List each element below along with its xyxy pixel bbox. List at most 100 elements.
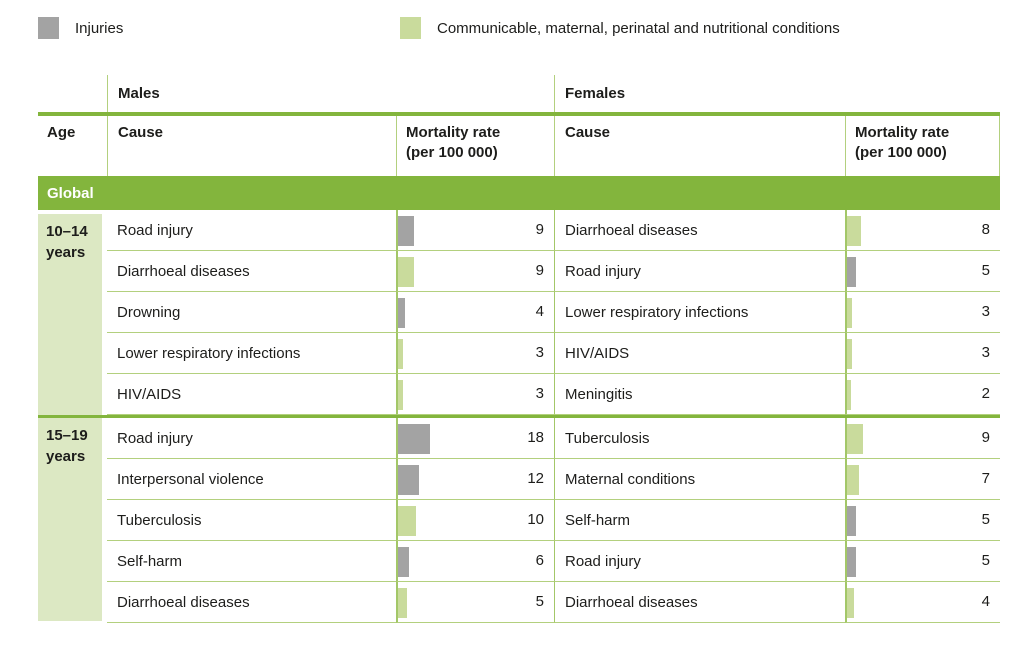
male-rate-bar (398, 339, 404, 369)
female-rate-cell: 7 (845, 459, 1000, 500)
male-rate-cell: 18 (396, 418, 554, 459)
male-cause-label: Diarrhoeal diseases (117, 593, 250, 611)
female-rate-value: 5 (981, 552, 990, 569)
male-rate-bar (398, 216, 414, 246)
male-rate-bar (398, 257, 414, 287)
female-rate-value: 9 (981, 429, 990, 446)
female-cause-label: Meningitis (565, 385, 633, 403)
female-rate-value: 3 (981, 344, 990, 361)
female-cause-cell: HIV/AIDS (554, 333, 845, 374)
female-cause-label: Self-harm (565, 511, 631, 529)
male-cause-cell: Diarrhoeal diseases (107, 582, 396, 623)
age-label: 15–19 years (38, 418, 102, 621)
region-band: Global (38, 176, 1000, 210)
female-cause-cell: Meningitis (554, 374, 845, 415)
male-rate-cell: 5 (396, 582, 554, 623)
female-rate-cell: 3 (845, 292, 1000, 333)
legend-label: Injuries (75, 19, 124, 37)
male-rate-value: 5 (535, 593, 544, 610)
male-cause-cell: Self-harm (107, 541, 396, 582)
male-cause-label: Lower respiratory infections (117, 344, 301, 362)
female-rate-cell: 5 (845, 541, 1000, 582)
male-cause-cell: Lower respiratory infections (107, 333, 396, 374)
male-rate-value: 6 (535, 552, 544, 569)
female-rate-column-header: Mortality rate (per 100 000) (845, 116, 1000, 176)
rate-header-line1: Mortality rate (855, 124, 950, 141)
legend: Injuries Communicable, maternal, perinat… (38, 17, 1000, 39)
age-group-separator (38, 415, 1000, 418)
female-cause-cell: Diarrhoeal diseases (554, 210, 845, 251)
male-rate-cell: 3 (396, 333, 554, 374)
male-rate-value: 9 (535, 262, 544, 279)
female-cause-label: Road injury (565, 262, 641, 280)
male-rate-value: 3 (535, 344, 544, 361)
male-rate-bar (398, 465, 419, 495)
male-rate-value: 12 (527, 470, 544, 487)
male-rate-bar (398, 298, 405, 328)
age-group: 10–14 years Road injury 9 Diarrhoeal dis… (38, 210, 1000, 415)
male-rate-cell: 4 (396, 292, 554, 333)
female-rate-bar (847, 588, 854, 618)
male-rate-column-header: Mortality rate (per 100 000) (396, 116, 554, 176)
male-cause-label: Road injury (117, 429, 193, 447)
male-cause-cell: Tuberculosis (107, 500, 396, 541)
age-cell: 10–14 years (38, 210, 107, 415)
females-header: Females (554, 75, 1000, 112)
female-cause-cell: Road injury (554, 251, 845, 292)
rate-header-line1: Mortality rate (406, 124, 501, 141)
female-rate-bar (847, 216, 861, 246)
female-cause-cell: Diarrhoeal diseases (554, 582, 845, 623)
male-rate-value: 4 (535, 303, 544, 320)
female-rate-value: 3 (981, 303, 990, 320)
male-rate-bar (398, 506, 416, 536)
male-rate-bar (398, 380, 404, 410)
male-rate-bar (398, 588, 407, 618)
female-rate-bar (847, 506, 856, 536)
female-cause-column-header: Cause (554, 116, 845, 176)
female-cause-label: Diarrhoeal diseases (565, 593, 698, 611)
male-cause-label: HIV/AIDS (117, 385, 182, 403)
female-rate-cell: 9 (845, 418, 1000, 459)
female-rate-bar (847, 424, 863, 454)
mortality-table: Males Females Age Cause Mortality rate (… (38, 75, 1000, 623)
legend-item-communicable: Communicable, maternal, perinatal and nu… (400, 17, 840, 39)
female-rate-value: 5 (981, 511, 990, 528)
male-cause-label: Drowning (117, 303, 181, 321)
female-rate-value: 8 (981, 221, 990, 238)
female-cause-label: Road injury (565, 552, 641, 570)
female-cause-label: Diarrhoeal diseases (565, 221, 698, 239)
male-cause-cell: Drowning (107, 292, 396, 333)
female-rate-value: 5 (981, 262, 990, 279)
female-cause-label: Tuberculosis (565, 429, 650, 447)
male-cause-label: Road injury (117, 221, 193, 239)
male-rate-value: 18 (527, 429, 544, 446)
age-group: 15–19 years Road injury 18 Tuberculosis … (38, 418, 1000, 623)
sex-header-row: Males Females (38, 75, 1000, 112)
female-cause-label: Maternal conditions (565, 470, 696, 488)
female-rate-bar (847, 380, 851, 410)
age-groups: 10–14 years Road injury 9 Diarrhoeal dis… (38, 210, 1000, 623)
female-cause-cell: Self-harm (554, 500, 845, 541)
rate-header-line2: (per 100 000) (406, 143, 498, 161)
communicable-swatch-icon (400, 17, 421, 39)
female-rate-cell: 2 (845, 374, 1000, 415)
male-rate-bar (398, 424, 430, 454)
age-label: 10–14 years (38, 214, 102, 415)
age-column-header: Age (47, 124, 76, 141)
male-rate-cell: 9 (396, 210, 554, 251)
male-rate-value: 3 (535, 385, 544, 402)
female-cause-cell: Tuberculosis (554, 418, 845, 459)
injuries-swatch-icon (38, 17, 59, 39)
male-rate-cell: 12 (396, 459, 554, 500)
male-cause-cell: HIV/AIDS (107, 374, 396, 415)
male-rate-cell: 3 (396, 374, 554, 415)
males-header: Males (107, 75, 554, 112)
female-rate-value: 4 (981, 593, 990, 610)
male-cause-label: Self-harm (117, 552, 183, 570)
male-cause-label: Diarrhoeal diseases (117, 262, 250, 280)
male-rate-cell: 6 (396, 541, 554, 582)
male-rate-value: 10 (527, 511, 544, 528)
female-cause-label: HIV/AIDS (565, 344, 630, 362)
age-cell: 15–19 years (38, 418, 107, 623)
female-rate-cell: 4 (845, 582, 1000, 623)
